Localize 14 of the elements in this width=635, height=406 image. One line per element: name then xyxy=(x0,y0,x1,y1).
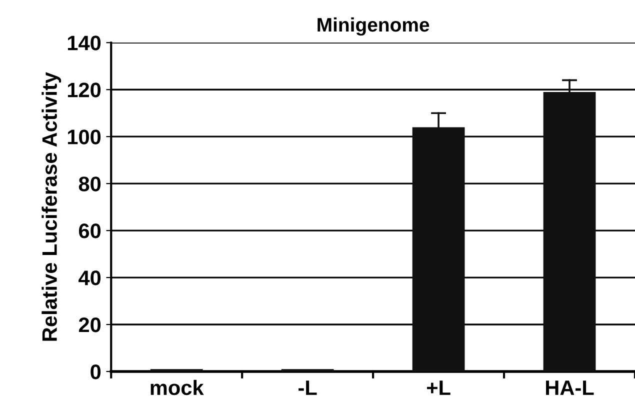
y-tick-label: 140 xyxy=(68,36,101,50)
y-tick-label: 120 xyxy=(68,82,101,98)
x-tick-label: mock xyxy=(150,380,204,396)
y-tick-label: 0 xyxy=(90,364,101,380)
y-tick-label: 100 xyxy=(68,130,101,144)
x-tick-label: -L xyxy=(298,380,317,395)
y-tick-label: 20 xyxy=(78,318,101,332)
chart-title: Minigenome xyxy=(318,17,430,36)
x-tick-label: HA-L xyxy=(546,380,594,395)
y-axis-title: Relative Luciferase Activity xyxy=(42,72,62,341)
y-tick-label: 60 xyxy=(78,224,101,238)
y-tick-label: 80 xyxy=(78,176,101,192)
y-tick-label: 40 xyxy=(78,270,101,286)
x-tick-label: +L xyxy=(426,380,450,395)
